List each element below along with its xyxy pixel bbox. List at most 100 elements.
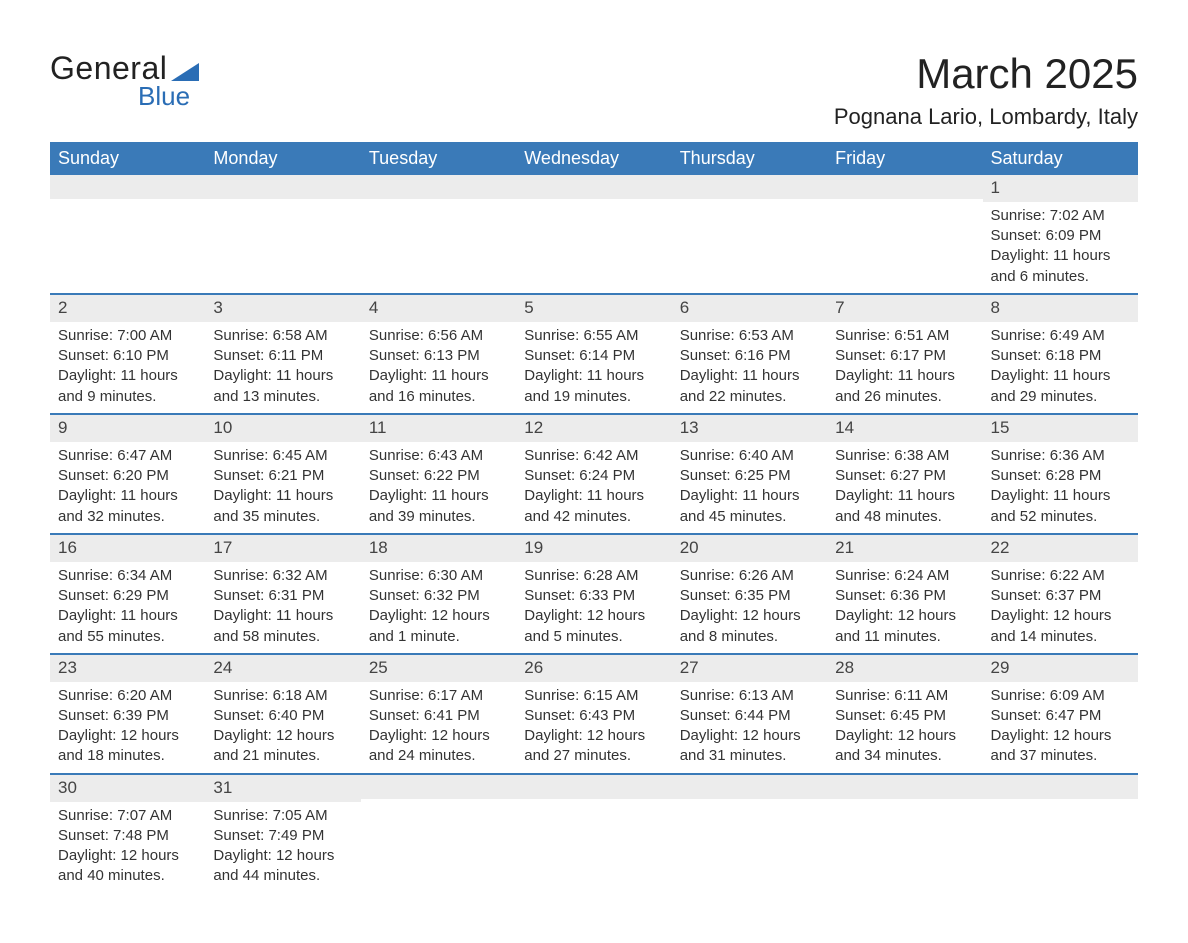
daylight-line: Daylight: 11 hours and 22 minutes. [680,366,819,407]
weekday-header: Monday [205,142,360,175]
calendar-header-row: SundayMondayTuesdayWednesdayThursdayFrid… [50,142,1138,175]
daylight-line: Daylight: 12 hours and 5 minutes. [524,606,663,647]
sunset-line: Sunset: 7:48 PM [58,826,197,846]
daylight-line: Daylight: 11 hours and 52 minutes. [991,486,1130,527]
day-details: Sunrise: 6:26 AMSunset: 6:35 PMDaylight:… [672,562,827,653]
sunrise-line: Sunrise: 6:43 AM [369,446,508,466]
day-number [361,175,516,199]
day-number: 11 [361,415,516,442]
day-number: 7 [827,295,982,322]
day-number: 17 [205,535,360,562]
day-number: 31 [205,775,360,802]
day-details: Sunrise: 7:02 AMSunset: 6:09 PMDaylight:… [983,202,1138,293]
day-number [672,175,827,199]
location-subtitle: Pognana Lario, Lombardy, Italy [834,104,1138,130]
day-number: 13 [672,415,827,442]
day-number: 26 [516,655,671,682]
daylight-line: Daylight: 11 hours and 35 minutes. [213,486,352,527]
daylight-line: Daylight: 12 hours and 24 minutes. [369,726,508,767]
sunrise-line: Sunrise: 6:47 AM [58,446,197,466]
day-number: 18 [361,535,516,562]
day-number: 2 [50,295,205,322]
calendar-day-cell [50,175,205,293]
sunset-line: Sunset: 6:13 PM [369,346,508,366]
daylight-line: Daylight: 12 hours and 40 minutes. [58,846,197,887]
sunset-line: Sunset: 6:14 PM [524,346,663,366]
day-details: Sunrise: 6:11 AMSunset: 6:45 PMDaylight:… [827,682,982,773]
brand-triangle-icon [171,63,199,81]
daylight-line: Daylight: 11 hours and 39 minutes. [369,486,508,527]
sunrise-line: Sunrise: 6:49 AM [991,326,1130,346]
sunset-line: Sunset: 6:09 PM [991,226,1130,246]
day-details: Sunrise: 6:28 AMSunset: 6:33 PMDaylight:… [516,562,671,653]
calendar-day-cell [205,175,360,293]
day-details: Sunrise: 6:09 AMSunset: 6:47 PMDaylight:… [983,682,1138,773]
daylight-line: Daylight: 11 hours and 55 minutes. [58,606,197,647]
calendar-day-cell: 18Sunrise: 6:30 AMSunset: 6:32 PMDayligh… [361,535,516,653]
day-number [983,775,1138,799]
day-number: 3 [205,295,360,322]
day-details: Sunrise: 6:51 AMSunset: 6:17 PMDaylight:… [827,322,982,413]
sunrise-line: Sunrise: 6:56 AM [369,326,508,346]
day-number: 9 [50,415,205,442]
calendar-day-cell: 7Sunrise: 6:51 AMSunset: 6:17 PMDaylight… [827,295,982,413]
calendar-day-cell: 30 Sunrise: 7:07 AMSunset: 7:48 PMDayligh… [50,775,205,893]
sunrise-line: Sunrise: 6:38 AM [835,446,974,466]
day-number [205,175,360,199]
calendar-body: 1Sunrise: 7:02 AMSunset: 6:09 PMDaylight… [50,175,1138,893]
calendar-week-row: 9Sunrise: 6:47 AMSunset: 6:20 PMDaylight… [50,413,1138,533]
daylight-line: Daylight: 11 hours and 48 minutes. [835,486,974,527]
daylight-line: Daylight: 12 hours and 18 minutes. [58,726,197,767]
weekday-header: Saturday [983,142,1138,175]
sunset-line: Sunset: 6:22 PM [369,466,508,486]
weekday-header: Sunday [50,142,205,175]
calendar-day-cell [516,175,671,293]
calendar-day-cell [516,775,671,893]
sunset-line: Sunset: 6:17 PM [835,346,974,366]
header-row: General Blue March 2025 Pognana Lario, L… [50,50,1138,130]
sunrise-line: Sunrise: 7:02 AM [991,206,1130,226]
sunrise-line: Sunrise: 6:13 AM [680,686,819,706]
day-number: 28 [827,655,982,682]
day-details: Sunrise: 6:55 AMSunset: 6:14 PMDaylight:… [516,322,671,413]
calendar-day-cell: 4Sunrise: 6:56 AMSunset: 6:13 PMDaylight… [361,295,516,413]
calendar-day-cell: 8Sunrise: 6:49 AMSunset: 6:18 PMDaylight… [983,295,1138,413]
day-number: 12 [516,415,671,442]
daylight-line: Daylight: 12 hours and 21 minutes. [213,726,352,767]
day-number: 27 [672,655,827,682]
day-number: 30 [50,775,205,802]
sunset-line: Sunset: 6:21 PM [213,466,352,486]
daylight-line: Daylight: 12 hours and 34 minutes. [835,726,974,767]
sunrise-line: Sunrise: 6:20 AM [58,686,197,706]
day-number: 4 [361,295,516,322]
calendar-day-cell: 9Sunrise: 6:47 AMSunset: 6:20 PMDaylight… [50,415,205,533]
sunset-line: Sunset: 6:47 PM [991,706,1130,726]
sunrise-line: Sunrise: 7:07 AM [58,806,197,826]
sunset-line: Sunset: 6:37 PM [991,586,1130,606]
day-details: Sunrise: 6:34 AMSunset: 6:29 PMDaylight:… [50,562,205,653]
daylight-line: Daylight: 12 hours and 1 minute. [369,606,508,647]
sunrise-line: Sunrise: 7:00 AM [58,326,197,346]
calendar-week-row: 16Sunrise: 6:34 AMSunset: 6:29 PMDayligh… [50,533,1138,653]
day-details: Sunrise: 7:00 AMSunset: 6:10 PMDaylight:… [50,322,205,413]
calendar-day-cell [827,775,982,893]
day-number: 16 [50,535,205,562]
calendar-day-cell: 5Sunrise: 6:55 AMSunset: 6:14 PMDaylight… [516,295,671,413]
calendar-day-cell [827,175,982,293]
sunrise-line: Sunrise: 6:24 AM [835,566,974,586]
calendar-week-row: 30 Sunrise: 7:07 AMSunset: 7:48 PMDayligh… [50,773,1138,893]
day-details: Sunrise: 6:53 AMSunset: 6:16 PMDaylight:… [672,322,827,413]
sunset-line: Sunset: 6:31 PM [213,586,352,606]
daylight-line: Daylight: 11 hours and 6 minutes. [991,246,1130,287]
calendar-day-cell: 23Sunrise: 6:20 AMSunset: 6:39 PMDayligh… [50,655,205,773]
day-number: 5 [516,295,671,322]
calendar-day-cell: 14Sunrise: 6:38 AMSunset: 6:27 PMDayligh… [827,415,982,533]
sunrise-line: Sunrise: 6:11 AM [835,686,974,706]
day-details: Sunrise: 6:17 AMSunset: 6:41 PMDaylight:… [361,682,516,773]
day-number: 8 [983,295,1138,322]
day-number [516,775,671,799]
sunrise-line: Sunrise: 6:32 AM [213,566,352,586]
calendar-day-cell: 24Sunrise: 6:18 AMSunset: 6:40 PMDayligh… [205,655,360,773]
sunset-line: Sunset: 6:45 PM [835,706,974,726]
sunrise-line: Sunrise: 6:51 AM [835,326,974,346]
